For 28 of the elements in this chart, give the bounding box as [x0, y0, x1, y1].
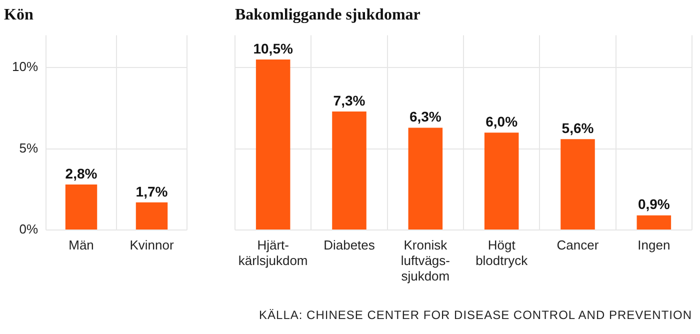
y-tick-label: 0%: [19, 222, 38, 237]
data-label: 6,0%: [486, 113, 518, 130]
x-tick-label: Cancer: [556, 237, 600, 252]
chart-title: Bakomliggande sjukdomar: [235, 6, 420, 24]
data-label: 1,7%: [136, 183, 168, 200]
x-tick-label: Hjärt- kärlsjukdom: [238, 237, 308, 268]
chart-title: Kön: [4, 6, 34, 24]
data-label: 5,6%: [562, 120, 594, 136]
bar: [256, 60, 290, 230]
data-label: 6,3%: [409, 108, 442, 125]
y-tick-label: 10%: [12, 59, 38, 74]
text: KÄLLA: CHINESE CENTER FOR DISEASE CONTROL AND PREVENTION: [259, 308, 692, 322]
bar: [484, 132, 519, 230]
data-label: 0,9%: [638, 196, 670, 212]
bar: [560, 139, 595, 230]
x-tick-label: Män: [68, 237, 94, 252]
x-tick-label: Ingen: [638, 237, 670, 252]
x-tick-label: Högt blodtryck: [476, 237, 528, 268]
x-tick-label: Diabetes: [324, 237, 376, 252]
y-tick-label: 5%: [19, 140, 38, 156]
bar: [408, 128, 443, 230]
x-tick-label: Kvinnor: [130, 237, 174, 252]
data-label: 7,3%: [333, 92, 366, 108]
bar: [636, 215, 672, 230]
bar: [332, 111, 366, 230]
data-label: 10,5%: [253, 40, 294, 56]
x-tick-label: Kronisk luftvägs- sjukdom: [400, 237, 450, 284]
data-label: 2,8%: [65, 165, 98, 182]
